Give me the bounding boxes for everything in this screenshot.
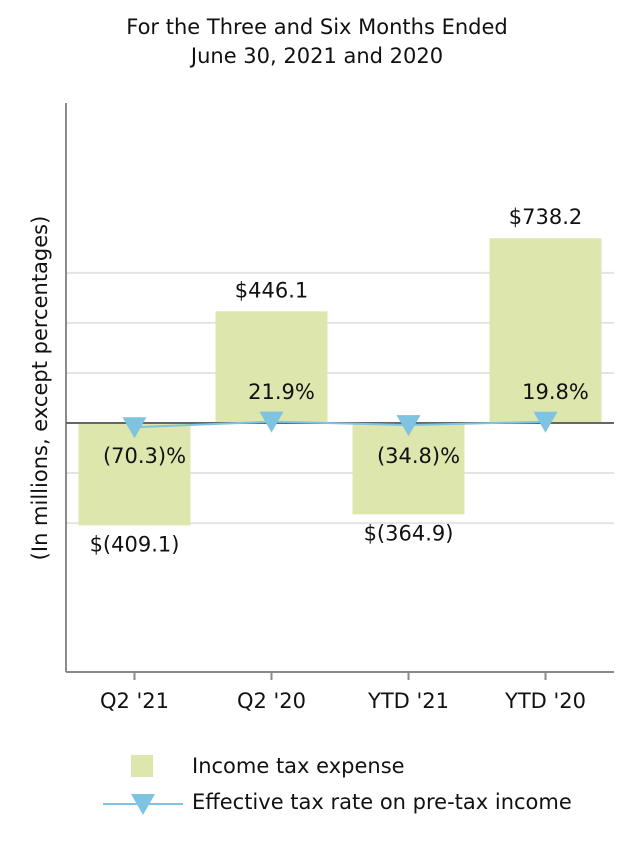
tax-rate-marker bbox=[259, 411, 284, 433]
bar-data-label: $(364.9) bbox=[364, 521, 454, 545]
tax-rate-data-label: (34.8)% bbox=[377, 444, 460, 468]
tax-rate-data-label: (70.3)% bbox=[103, 444, 186, 468]
tax-rate-data-label: 19.8% bbox=[522, 380, 589, 404]
tax-rate-marker bbox=[122, 417, 147, 439]
chart-title-line-1: For the Three and Six Months Ended bbox=[126, 15, 508, 39]
tax-rate-line bbox=[134, 420, 546, 429]
x-tick-label: YTD '20 bbox=[504, 689, 586, 713]
bar bbox=[489, 238, 602, 423]
bar bbox=[215, 311, 328, 423]
legend-label-income-tax: Income tax expense bbox=[192, 754, 405, 778]
tax-rate-data-label: 21.9% bbox=[248, 380, 315, 404]
tax-rate-marker bbox=[396, 415, 421, 437]
bar bbox=[78, 423, 191, 526]
legend-marker-sample bbox=[131, 794, 155, 815]
tax-rate-marker bbox=[533, 411, 558, 433]
bar-data-label: $446.1 bbox=[235, 278, 308, 302]
legend-label-tax-rate: Effective tax rate on pre-tax income bbox=[192, 790, 572, 814]
x-tick-label: YTD '21 bbox=[367, 689, 449, 713]
chart-title-line-2: June 30, 2021 and 2020 bbox=[190, 44, 444, 68]
x-tick-label: Q2 '21 bbox=[100, 689, 169, 713]
legend-swatch-income-tax bbox=[131, 755, 153, 777]
bar bbox=[352, 423, 465, 515]
x-tick-label: Q2 '20 bbox=[237, 689, 306, 713]
bar-data-label: $738.2 bbox=[509, 205, 582, 229]
bar-data-label: $(409.1) bbox=[90, 532, 180, 556]
